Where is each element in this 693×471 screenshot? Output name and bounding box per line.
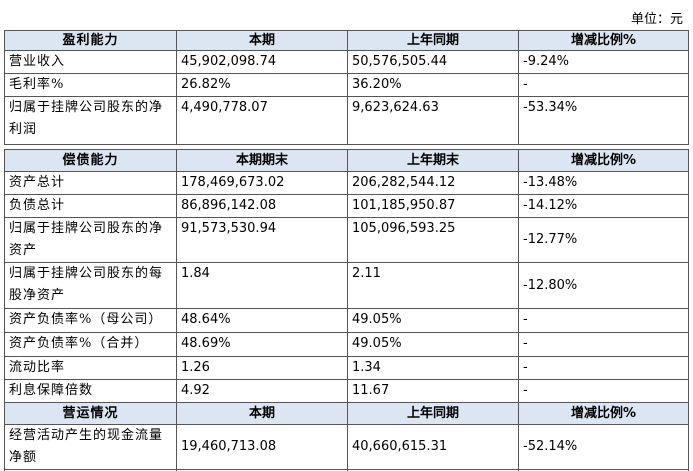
cell: 9,623,624.63 xyxy=(347,96,519,145)
cell: 105,096,593.25 xyxy=(347,217,519,263)
row-label: 营运情况 xyxy=(4,402,177,425)
cell: 206,282,544.12 xyxy=(347,171,519,195)
cell: 上年同期 xyxy=(347,30,519,51)
cell: 上年同期 xyxy=(347,402,519,425)
row-label: 经营活动产生的现金流量净额 xyxy=(4,424,177,470)
table-row: 营业收入 45,902,098.74 50,576,505.44 -9.24% xyxy=(4,50,689,74)
table-row: 利息保障倍数 4.92 11.67- xyxy=(4,379,689,403)
cell: -53.34% xyxy=(518,96,689,145)
cell: - xyxy=(518,332,689,357)
row-label: 营业收入 xyxy=(4,50,177,74)
cell: 1.34 xyxy=(347,356,519,380)
cell: -14.12% xyxy=(518,194,689,218)
row-label: 偿债能力 xyxy=(4,149,177,172)
row-label: 归属于挂牌公司股东的每股净资产 xyxy=(4,262,177,309)
row-label: 盈利能力 xyxy=(4,30,177,51)
header-row: 营运情况 本期 上年同期 增减比例% xyxy=(4,402,689,425)
table-row: 毛利率% 26.82% 36.20% - xyxy=(4,73,689,97)
row-label: 归属于挂牌公司股东的净资产 xyxy=(4,217,177,263)
table-row: 归属于挂牌公司股东的净资产 91,573,530.94 105,096,593.25… xyxy=(4,217,689,263)
cell: 50,576,505.44 xyxy=(347,50,519,74)
table-row: 流动比率 1.26 1.34- xyxy=(4,356,689,380)
table-row: 负债总计 86,896,142.08 101,185,950.87 -14.12% xyxy=(4,194,689,218)
row-label: 资产负债率%（合并） xyxy=(4,332,177,357)
table-row: 资产负债率%（合并） 48.69% 49.05% - xyxy=(4,332,689,357)
unit-label: 单位：元 xyxy=(630,12,683,27)
cell: 增减比例% xyxy=(518,30,689,51)
row-label: 负债总计 xyxy=(4,194,177,218)
cell xyxy=(518,469,689,471)
financial-table: 盈利能力 本期 上年同期 增减比例% 营业收入 45,902,098.74 50,576,5… xyxy=(4,30,689,471)
cell: 2.11 xyxy=(347,262,519,309)
cell: 40,660,615.31 xyxy=(347,424,519,470)
row-label: 毛利率% xyxy=(4,73,177,97)
cell: 1.26 xyxy=(176,356,348,380)
cell: 101,185,950.87 xyxy=(347,194,519,218)
cell: 91,573,530.94 xyxy=(176,217,348,263)
cell: 11.67 xyxy=(347,379,519,403)
row-label: 流动比率 xyxy=(4,356,177,380)
cell: - xyxy=(518,73,689,97)
cell: - xyxy=(518,356,689,380)
row-label: 归属于挂牌公司股东的净利润 xyxy=(4,96,177,145)
cell: -12.80% xyxy=(518,262,689,309)
cell: 增减比例% xyxy=(518,149,689,172)
row-label: 利息保障倍数 xyxy=(4,379,177,403)
row-label: 资产总计 xyxy=(4,171,177,195)
cell: - xyxy=(518,379,689,403)
cell: 49.05% xyxy=(347,308,519,333)
cell: - xyxy=(518,308,689,333)
header-row: 盈利能力 本期 上年同期 增减比例% xyxy=(4,30,689,51)
cell: 增减比例% xyxy=(518,402,689,425)
cell: 48.69% xyxy=(176,332,348,357)
cell: 178,469,673.02 xyxy=(176,171,348,195)
cell: 36.20% xyxy=(347,73,519,97)
cell: 本期 xyxy=(176,30,348,51)
cell: -52.14% xyxy=(518,424,689,470)
cell: 86,896,142.08 xyxy=(176,194,348,218)
cell: 26.82% xyxy=(176,73,348,97)
row-label: 资产负债率%（母公司） xyxy=(4,308,177,333)
cell: 本期 xyxy=(176,402,348,425)
cell: -12.77% xyxy=(518,217,689,263)
table-row: 归属于挂牌公司股东的净利润 4,490,778.07 9,623,624.63 -53… xyxy=(4,96,689,145)
cell: 1.84 xyxy=(176,262,348,309)
table-row: 归属于挂牌公司股东的每股净资产 1.84 2.11 -12.80% xyxy=(4,262,689,309)
table-row: 资产总计 178,469,673.02 206,282,544.12 -13.48% xyxy=(4,171,689,195)
cell: 上年期末 xyxy=(347,149,519,172)
cell: 48.64% xyxy=(176,308,348,333)
cell: 45,902,098.74 xyxy=(176,50,348,74)
header-row: 偿债能力 本期期末 上年期末 增减比例% xyxy=(4,149,689,172)
table-row: 资产负债率%（母公司） 48.64% 49.05% - xyxy=(4,308,689,333)
cell: 本期期末 xyxy=(176,149,348,172)
cell: 19,460,713.08 xyxy=(176,424,348,470)
table-row: 经营活动产生的现金流量净额 19,460,713.08 40,660,615.31-… xyxy=(4,424,689,470)
cell: -13.48% xyxy=(518,171,689,195)
cell: 49.05% xyxy=(347,332,519,357)
table-row xyxy=(4,469,689,471)
cell: 4.92 xyxy=(176,379,348,403)
cell: -9.24% xyxy=(518,50,689,74)
cell: 4,490,778.07 xyxy=(176,96,348,145)
